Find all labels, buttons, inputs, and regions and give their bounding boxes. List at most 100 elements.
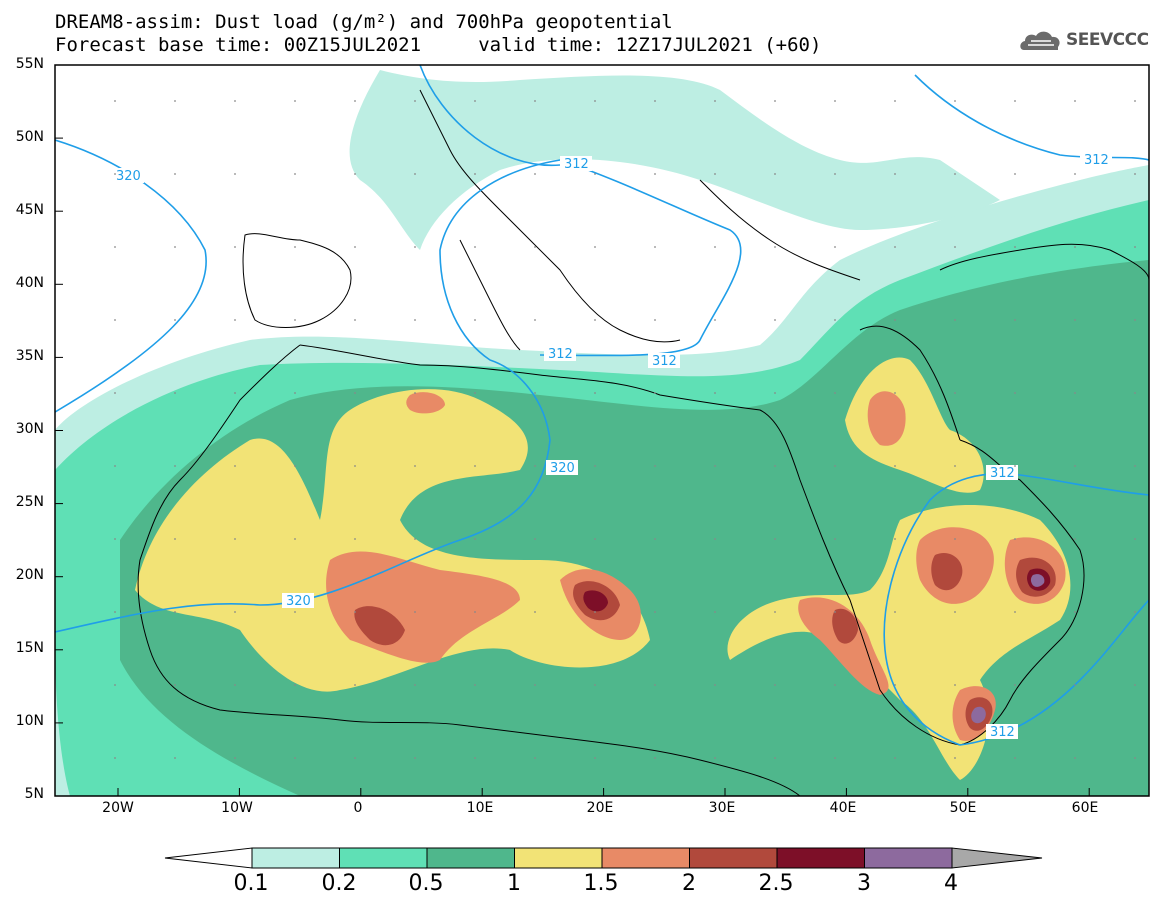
axis-ticks [55, 64, 1090, 797]
lat-label: 10N [15, 713, 44, 729]
grid-dot [534, 757, 536, 759]
grid-dot [1134, 392, 1136, 394]
grid-dot [534, 611, 536, 613]
grid-dot [174, 173, 176, 175]
grid-dot [1074, 392, 1076, 394]
grid-dot [294, 392, 296, 394]
lat-label: 35N [15, 348, 44, 364]
lon-label: 60E [1071, 800, 1099, 816]
grid-dot [174, 757, 176, 759]
colorbar-label: 3 [857, 871, 871, 896]
grid-dot [774, 538, 776, 540]
grid-dot [834, 757, 836, 759]
grid-dot [654, 173, 656, 175]
contour-label: 320 [116, 169, 141, 184]
grid-dot [474, 757, 476, 759]
grid-dot [774, 465, 776, 467]
grid-dot [294, 611, 296, 613]
grid-dot [174, 538, 176, 540]
grid-dot [654, 319, 656, 321]
grid-dot [774, 319, 776, 321]
lat-label: 45N [15, 202, 44, 218]
grid-dot [1074, 173, 1076, 175]
grid-dot [954, 538, 956, 540]
lon-label: 40E [829, 800, 857, 816]
grid-dot [414, 538, 416, 540]
grid-dot [474, 246, 476, 248]
grid-dot [594, 757, 596, 759]
grid-dot [354, 100, 356, 102]
map-title: DREAM8-assim: Dust load (g/m²) and 700hP… [55, 11, 673, 33]
grid-dot [834, 611, 836, 613]
grid-dot [954, 684, 956, 686]
grid-dot [294, 100, 296, 102]
grid-dot [834, 246, 836, 248]
grid-dot [1074, 100, 1076, 102]
colorbar-swatch [251, 847, 340, 869]
grid-dot [894, 173, 896, 175]
grid-dot [894, 392, 896, 394]
grid-dot [594, 465, 596, 467]
grid-dot [1134, 173, 1136, 175]
grid-dot [594, 246, 596, 248]
grid-dots [114, 100, 1136, 759]
lon-label: 0 [353, 800, 363, 816]
grid-dot [234, 684, 236, 686]
grid-dot [714, 319, 716, 321]
grid-dot [654, 611, 656, 613]
grid-dot [414, 684, 416, 686]
grid-dot [234, 319, 236, 321]
forecast-time-subtitle: Forecast base time: 00Z15JUL2021 valid t… [55, 34, 822, 56]
grid-dot [654, 684, 656, 686]
contour-label: 312 [548, 347, 573, 362]
lon-label: 10E [466, 800, 494, 816]
grid-dot [894, 538, 896, 540]
colorbar-swatch [776, 847, 865, 869]
seevccc-logo-cloud-icon [1020, 31, 1060, 50]
grid-dot [234, 538, 236, 540]
grid-dot [114, 465, 116, 467]
contour-label: 320 [550, 461, 575, 476]
grid-dot [894, 246, 896, 248]
lat-label: 40N [15, 275, 44, 291]
lon-label: 30E [708, 800, 736, 816]
grid-dot [1014, 757, 1016, 759]
grid-dot [534, 246, 536, 248]
grid-dot [534, 173, 536, 175]
grid-dot [354, 465, 356, 467]
grid-dot [114, 319, 116, 321]
grid-dot [534, 465, 536, 467]
grid-dot [1074, 465, 1076, 467]
grid-dot [234, 100, 236, 102]
grid-dot [1014, 246, 1016, 248]
grid-dot [894, 100, 896, 102]
contour-label: 320 [286, 594, 311, 609]
grid-dot [714, 757, 716, 759]
grid-dot [1134, 684, 1136, 686]
grid-dot [474, 538, 476, 540]
grid-dot [774, 246, 776, 248]
grid-dot [834, 465, 836, 467]
grid-dot [834, 173, 836, 175]
grid-dot [774, 100, 776, 102]
grid-dot [114, 684, 116, 686]
grid-dot [1014, 684, 1016, 686]
grid-dot [234, 173, 236, 175]
grid-dot [474, 465, 476, 467]
coastlines [137, 89, 1149, 796]
grid-dot [1014, 392, 1016, 394]
grid-dot [1134, 611, 1136, 613]
grid-dot [894, 757, 896, 759]
grid-dot [894, 611, 896, 613]
grid-dot [894, 684, 896, 686]
grid-dot [234, 246, 236, 248]
grid-dot [174, 611, 176, 613]
grid-dot [774, 611, 776, 613]
grid-dot [714, 173, 716, 175]
grid-dot [1074, 246, 1076, 248]
grid-dot [174, 246, 176, 248]
lon-label: 10W [221, 800, 253, 816]
grid-dot [834, 100, 836, 102]
grid-dot [1074, 538, 1076, 540]
grid-dot [774, 392, 776, 394]
